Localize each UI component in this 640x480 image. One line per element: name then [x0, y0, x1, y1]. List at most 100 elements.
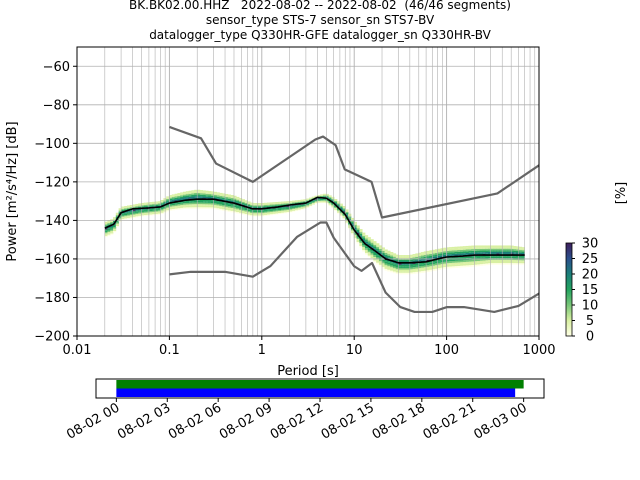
heatmap-cell [152, 209, 156, 211]
heatmap-cell [289, 207, 293, 209]
heatmap-cell [381, 265, 385, 267]
heatmap-cell [227, 200, 231, 202]
heatmap-cell [141, 209, 145, 211]
heatmap-cell [219, 204, 223, 206]
heatmap-cell [278, 201, 282, 203]
heatmap-cell [286, 209, 290, 210]
heatmap-cell [194, 191, 198, 193]
heatmap-cell [269, 208, 273, 210]
heatmap-cell [468, 252, 472, 255]
heatmap-cell [476, 262, 481, 265]
heatmap-cell [490, 250, 495, 252]
heatmap-cell [247, 203, 251, 206]
heatmap-cell [457, 265, 461, 268]
heatmap-cell [233, 205, 237, 208]
heatmap-cell [367, 238, 371, 241]
heatmap-cell [387, 269, 391, 272]
heatmap-cell [252, 210, 257, 213]
heatmap-cell [266, 202, 271, 204]
heatmap-cell [488, 250, 492, 252]
heatmap-cell [521, 263, 525, 265]
heatmap-cell [188, 202, 192, 205]
heatmap-cell [384, 254, 388, 257]
heatmap-cell [261, 214, 265, 216]
heatmap-cell [479, 255, 483, 258]
heatmap-cell [474, 247, 478, 249]
heatmap-cell [474, 252, 478, 255]
heatmap-cell [339, 204, 343, 206]
colorbar-label: [%] [614, 182, 629, 205]
heatmap-cell [474, 255, 478, 258]
heatmap-cell [115, 223, 120, 225]
heatmap-cell [216, 206, 220, 209]
heatmap-cell [350, 220, 355, 223]
heatmap-cell [409, 270, 413, 273]
heatmap-cell [155, 213, 159, 216]
heatmap-cell [499, 250, 503, 252]
heatmap-cell [510, 245, 514, 248]
heatmap-cell [320, 195, 324, 196]
heatmap-cell [266, 210, 271, 212]
heatmap-cell [398, 255, 402, 257]
heatmap-cell [297, 202, 301, 204]
heatmap-cell [462, 251, 467, 254]
heatmap-cell [219, 198, 223, 201]
heatmap-cell [479, 250, 483, 253]
heatmap-cell [404, 272, 408, 275]
heatmap-cell [132, 205, 136, 207]
heatmap-cell [350, 219, 355, 221]
heatmap-cell [485, 247, 489, 249]
heatmap-cell [471, 252, 475, 255]
heatmap-cell [169, 197, 173, 199]
heatmap-cell [152, 210, 156, 212]
heatmap-cell [392, 259, 397, 262]
heatmap-cell [152, 208, 156, 210]
heatmap-cell [485, 261, 489, 264]
heatmap-cell [115, 216, 120, 218]
heatmap-cell [342, 215, 346, 218]
heatmap-cell [283, 203, 287, 205]
heatmap-cell [443, 263, 447, 266]
heatmap-cell [238, 198, 243, 200]
heatmap-cell [384, 260, 388, 262]
heatmap-cell [227, 208, 231, 211]
heatmap-cell [182, 201, 187, 204]
heatmap-cell [378, 255, 383, 258]
heatmap-cell [177, 202, 181, 205]
heatmap-cell [135, 211, 139, 213]
heatmap-cell [314, 201, 318, 203]
heatmap-cell [457, 264, 461, 266]
heatmap-cell [264, 210, 268, 212]
heatmap-cell [222, 197, 226, 200]
heatmap-cell [443, 251, 447, 253]
heatmap-cell [104, 228, 108, 230]
heatmap-cell [252, 203, 257, 205]
heatmap-cell [157, 207, 161, 210]
heatmap-cell [328, 205, 332, 207]
heatmap-cell [448, 254, 453, 256]
heatmap-cell [516, 246, 520, 248]
heatmap-cell [325, 203, 329, 204]
heatmap-cell [448, 263, 453, 265]
heatmap-cell [222, 193, 226, 195]
heatmap-cell [406, 255, 411, 257]
heatmap-cell [258, 209, 262, 211]
heatmap-cell [199, 194, 203, 197]
y-axis-label: Power [m²/s⁴/Hz] [dB] [5, 121, 20, 261]
heatmap-cell [264, 212, 268, 214]
heatmap-cell [278, 207, 282, 209]
heatmap-cell [437, 268, 441, 270]
heatmap-cell [420, 255, 425, 258]
heatmap-cell [166, 205, 170, 207]
colorbar-tick-label: 0 [586, 330, 594, 345]
heatmap-cell [208, 195, 212, 197]
heatmap-cell [241, 204, 245, 206]
heatmap-cell [373, 260, 377, 263]
heatmap-cell [415, 255, 419, 257]
heatmap-cell [180, 207, 184, 210]
heatmap-cell [420, 253, 425, 256]
heatmap-cell [392, 254, 397, 257]
heatmap-cell [247, 202, 251, 204]
heatmap-cell [199, 199, 203, 202]
heatmap-cell [227, 194, 231, 196]
